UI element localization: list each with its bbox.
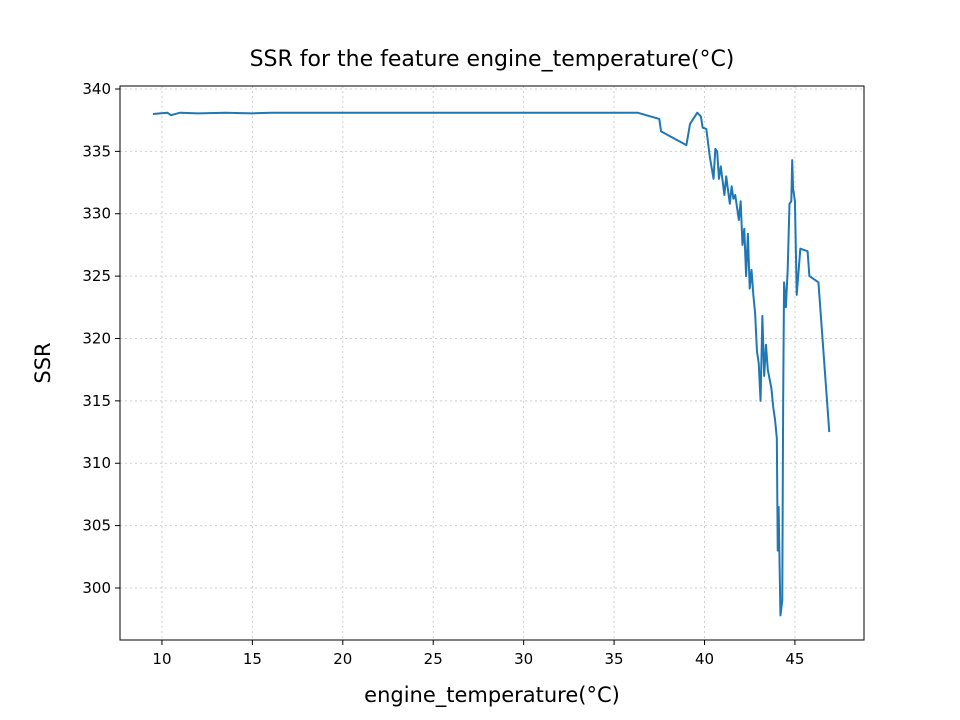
chart-title: SSR for the feature engine_temperature(°… <box>250 47 735 72</box>
y-tick-label: 330 <box>82 205 111 223</box>
x-tick-label: 10 <box>152 650 171 668</box>
x-tick-label: 40 <box>695 650 714 668</box>
y-tick-label: 340 <box>82 80 111 98</box>
x-tick-label: 20 <box>333 650 352 668</box>
x-tick-label: 35 <box>605 650 624 668</box>
data-line <box>152 111 831 617</box>
y-tick-label: 300 <box>82 579 111 597</box>
y-tick-label: 325 <box>82 267 111 285</box>
y-tick-label: 315 <box>82 392 111 410</box>
x-tick-label: 45 <box>785 650 804 668</box>
x-tick-label: 25 <box>424 650 443 668</box>
y-tick-label: 320 <box>82 329 111 347</box>
x-tick-label: 15 <box>243 650 262 668</box>
y-tick-label: 305 <box>82 517 111 535</box>
x-tick-label: 30 <box>514 650 533 668</box>
plot-frame <box>119 85 865 641</box>
y-axis-label: SSR <box>31 342 55 383</box>
x-axis-label: engine_temperature(°C) <box>364 683 620 708</box>
y-tick-label: 335 <box>82 142 111 160</box>
y-tick-label: 310 <box>82 454 111 472</box>
